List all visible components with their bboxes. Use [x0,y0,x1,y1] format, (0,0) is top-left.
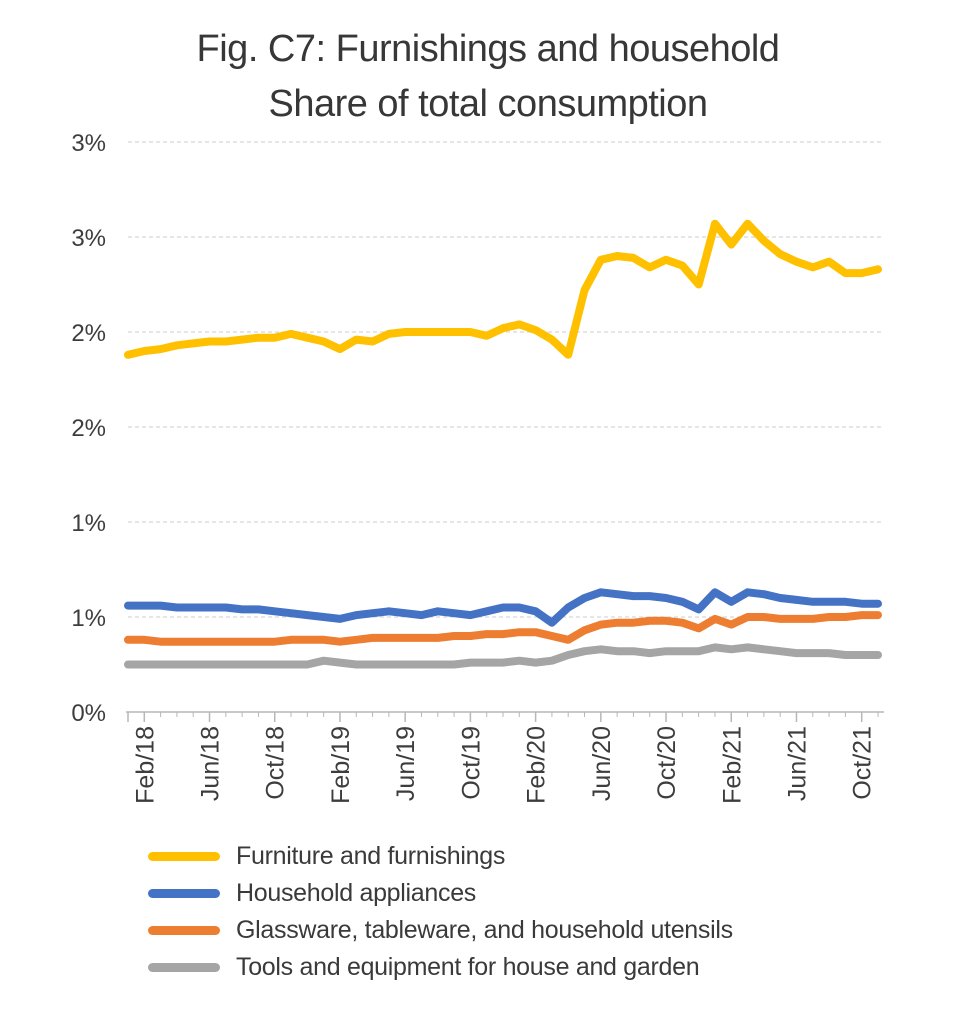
legend-swatch-glassware [148,926,220,935]
x-tick-label: Jun/20 [588,726,616,801]
legend-label-furniture: Furniture and furnishings [236,842,506,870]
x-tick-labels: Feb/18 Jun/18 Oct/18 Feb/19 Jun/19 Oct/19 Feb/… [131,726,876,804]
plot-area: 0% 1% 1% 2% 2% 3% 3% Feb/18 Jun/18 Oct/18 Feb/19 Ju… [71,130,884,804]
legend-item-glassware: Glassware, tableware, and household uten… [148,912,733,949]
y-tick-label: 0% [71,700,106,727]
x-tick-label: Feb/18 [131,726,159,804]
legend-label-glassware: Glassware, tableware, and household uten… [236,916,733,944]
legend-swatch-tools [148,963,220,972]
x-tick-label: Jun/21 [783,726,811,801]
x-axis [126,711,884,722]
y-gridlines [128,141,884,618]
legend-swatch-appliances [148,889,220,898]
series-line-household-appliances [124,588,882,627]
x-tick-label: Feb/19 [327,726,355,804]
x-tick-label: Feb/20 [523,726,551,804]
x-tick-label: Jun/19 [392,726,420,801]
legend-item-appliances: Household appliances [148,875,733,912]
legend-swatch-furniture [148,852,220,861]
y-tick-label: 2% [71,320,106,347]
series-line-glassware-tableware-and-household-utensils [124,611,882,646]
legend-label-tools: Tools and equipment for house and garden [236,953,700,981]
legend-item-tools: Tools and equipment for house and garden [148,949,733,986]
x-tick-label: Oct/20 [653,726,681,800]
y-tick-label: 1% [71,510,106,537]
chart-title-line-2: Share of total consumption [268,83,708,125]
legend-item-furniture: Furniture and furnishings [148,838,733,875]
series-line-furniture-and-furnishings [124,219,882,359]
series-line-tools-and-equipment-for-house-and-garden [124,643,882,669]
y-tick-label: 1% [71,605,106,632]
y-axis-labels: 0% 1% 1% 2% 2% 3% 3% [71,130,106,727]
x-tick-label: Oct/21 [849,726,877,800]
y-tick-label: 3% [71,130,106,157]
legend: Furniture and furnishings Household appl… [148,838,733,986]
x-tick-label: Feb/21 [718,726,746,804]
y-tick-label: 3% [71,225,106,252]
x-tick-label: Jun/18 [197,726,225,801]
y-tick-label: 2% [71,415,106,442]
chart-title: Fig. C7: Furnishings and household Share… [0,22,976,132]
chart-title-line-1: Fig. C7: Furnishings and household [196,28,780,70]
x-tick-label: Oct/19 [457,726,485,800]
x-tick-label: Oct/18 [262,726,290,800]
legend-label-appliances: Household appliances [236,879,477,907]
